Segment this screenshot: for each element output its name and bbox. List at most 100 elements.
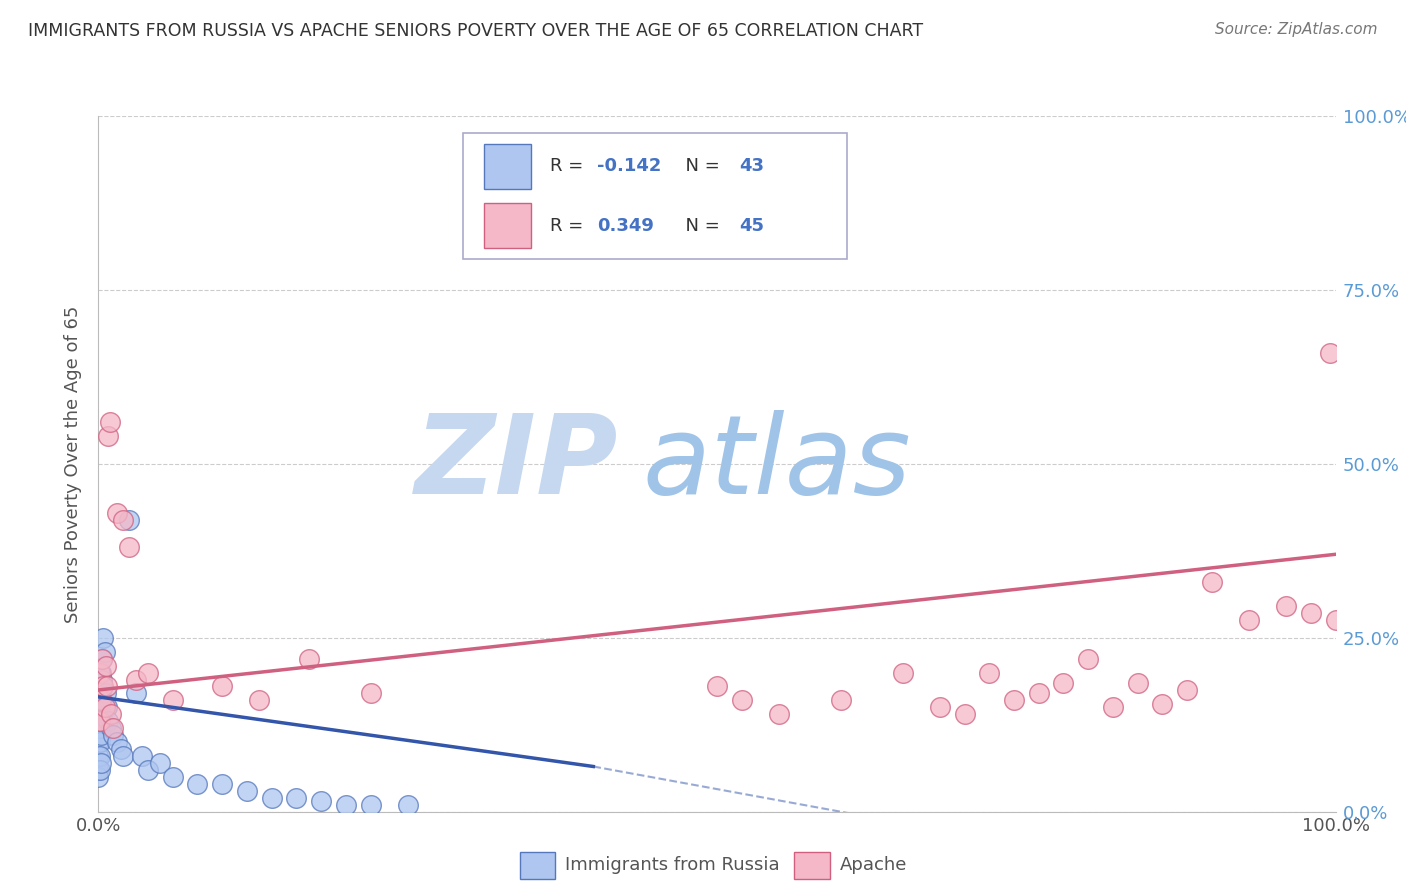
Text: Immigrants from Russia: Immigrants from Russia xyxy=(565,856,780,874)
Y-axis label: Seniors Poverty Over the Age of 65: Seniors Poverty Over the Age of 65 xyxy=(65,305,83,623)
Text: 43: 43 xyxy=(740,157,765,176)
Point xyxy=(93,700,115,714)
Point xyxy=(87,714,110,729)
Point xyxy=(360,686,382,700)
Point xyxy=(953,707,976,722)
Point xyxy=(335,797,357,812)
Point xyxy=(136,763,159,777)
Point xyxy=(94,658,117,673)
Point xyxy=(285,790,308,805)
Point xyxy=(87,770,110,784)
Point xyxy=(118,512,141,526)
Point xyxy=(731,693,754,707)
Point xyxy=(396,797,419,812)
Point xyxy=(105,735,128,749)
Point xyxy=(247,693,270,707)
Point xyxy=(93,680,115,694)
Point xyxy=(96,700,118,714)
Point xyxy=(112,512,135,526)
Text: N =: N = xyxy=(673,157,725,176)
Point xyxy=(89,700,111,714)
Point xyxy=(110,742,132,756)
Point xyxy=(105,506,128,520)
Point xyxy=(100,707,122,722)
Point xyxy=(89,763,111,777)
Point xyxy=(1028,686,1050,700)
Point xyxy=(89,749,111,764)
Point xyxy=(91,651,114,665)
Point xyxy=(186,777,208,791)
Point xyxy=(1052,676,1074,690)
Text: 0.349: 0.349 xyxy=(598,217,654,235)
Point xyxy=(149,756,172,770)
Point xyxy=(211,680,233,694)
Point xyxy=(928,700,950,714)
Point xyxy=(1152,697,1174,711)
Point xyxy=(90,686,112,700)
Point xyxy=(1077,651,1099,665)
Point xyxy=(124,673,146,687)
Point xyxy=(1102,700,1125,714)
Point xyxy=(136,665,159,680)
Point xyxy=(98,415,121,429)
Text: N =: N = xyxy=(673,217,725,235)
Point xyxy=(94,686,117,700)
Point xyxy=(162,693,184,707)
Point xyxy=(89,721,111,735)
Point xyxy=(97,714,120,729)
Point xyxy=(1324,614,1347,628)
Point xyxy=(298,651,321,665)
Point xyxy=(93,631,115,645)
Point xyxy=(260,790,283,805)
Point xyxy=(360,797,382,812)
Point xyxy=(90,707,112,722)
Point xyxy=(131,749,153,764)
Point xyxy=(112,749,135,764)
Text: R =: R = xyxy=(550,217,589,235)
Point xyxy=(979,665,1001,680)
Point xyxy=(1299,607,1322,621)
Text: ZIP: ZIP xyxy=(415,410,619,517)
Point xyxy=(706,680,728,694)
Point xyxy=(1002,693,1025,707)
Point xyxy=(162,770,184,784)
Point xyxy=(93,714,115,729)
Point xyxy=(90,665,112,680)
Text: 45: 45 xyxy=(740,217,765,235)
Point xyxy=(1201,575,1223,590)
Text: IMMIGRANTS FROM RUSSIA VS APACHE SENIORS POVERTY OVER THE AGE OF 65 CORRELATION : IMMIGRANTS FROM RUSSIA VS APACHE SENIORS… xyxy=(28,22,924,40)
Point xyxy=(96,680,118,694)
Point xyxy=(89,714,111,729)
Point xyxy=(211,777,233,791)
Point xyxy=(830,693,852,707)
Point xyxy=(309,794,332,808)
Point xyxy=(87,735,110,749)
Point xyxy=(91,693,114,707)
Text: R =: R = xyxy=(550,157,589,176)
Text: -0.142: -0.142 xyxy=(598,157,661,176)
Point xyxy=(236,784,259,798)
Point xyxy=(87,749,110,764)
Point xyxy=(768,707,790,722)
Point xyxy=(91,673,114,687)
Point xyxy=(100,721,122,735)
Point xyxy=(891,665,914,680)
Point xyxy=(1275,599,1298,614)
Bar xyxy=(485,203,531,248)
Point xyxy=(1126,676,1149,690)
FancyBboxPatch shape xyxy=(464,133,846,259)
Point xyxy=(124,686,146,700)
Point xyxy=(103,728,125,742)
Point xyxy=(118,541,141,555)
Point xyxy=(1237,614,1260,628)
Point xyxy=(93,645,115,659)
Text: Source: ZipAtlas.com: Source: ZipAtlas.com xyxy=(1215,22,1378,37)
Text: atlas: atlas xyxy=(643,410,911,517)
Text: Apache: Apache xyxy=(839,856,907,874)
Point xyxy=(87,763,110,777)
Point xyxy=(89,665,111,680)
Point xyxy=(97,429,120,443)
Point xyxy=(1319,345,1341,359)
Point xyxy=(90,693,112,707)
Point xyxy=(90,756,112,770)
